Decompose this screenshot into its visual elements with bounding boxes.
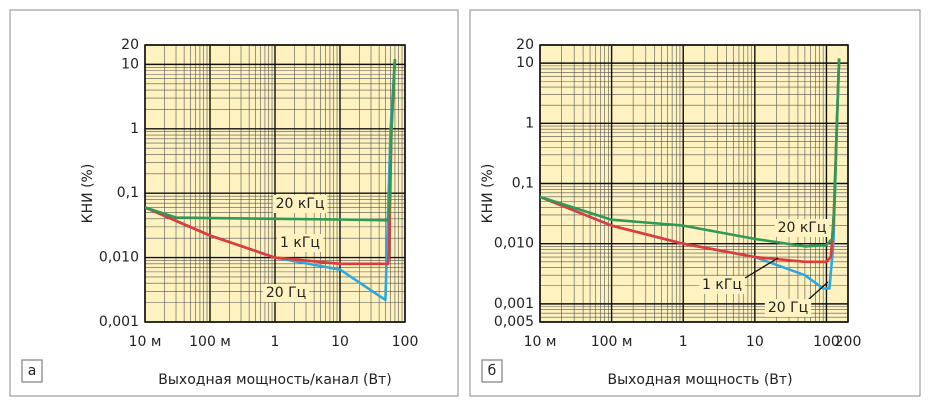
annotation-arrow	[744, 257, 779, 279]
x-tick-label: 200	[835, 334, 862, 350]
x-tick-label: 10	[746, 334, 764, 350]
panel-frame	[469, 9, 921, 397]
annotation-bg	[277, 234, 323, 252]
panel-frame	[9, 9, 459, 397]
annotation-bg	[764, 299, 812, 317]
annotation: 1 кГц	[702, 277, 742, 293]
y-tick-label: 10	[516, 55, 534, 71]
annotation: 20 кГц	[778, 220, 827, 236]
x-tick-label: 10 м	[524, 334, 557, 350]
x-tick-label: 100	[813, 334, 840, 350]
panel-label: б	[488, 363, 497, 379]
y-tick-label: 0,001	[494, 296, 534, 312]
y-tick-label: 1	[525, 115, 534, 131]
annotation-arrow	[807, 281, 829, 301]
annotation: 20 Гц	[768, 300, 808, 316]
annotation: 1 кГц	[280, 235, 320, 251]
annotation-bg	[774, 219, 830, 237]
x-tick-label: 1	[271, 334, 280, 350]
x-tick-label: 1	[679, 334, 688, 350]
annotation-bg	[272, 195, 328, 213]
panel-label-box	[481, 359, 503, 383]
series-line	[540, 58, 841, 248]
y-axis-label: КНИ (%)	[80, 164, 96, 224]
plot-border	[144, 44, 406, 323]
y-tick-label: 1	[130, 121, 139, 137]
series-line	[145, 59, 397, 222]
y-tick-label: 20	[121, 37, 139, 53]
y-tick-label: 0,1	[117, 185, 139, 201]
x-axis-label: Выходная мощность (Вт)	[607, 372, 792, 388]
panel-label-box	[21, 359, 43, 383]
annotation: 20 Гц	[266, 285, 306, 301]
y-axis-label: КНИ (%)	[480, 164, 496, 224]
y-tick-label: 0,010	[494, 236, 534, 252]
x-tick-label: 10	[331, 334, 349, 350]
y-tick-label: 0,1	[512, 176, 534, 192]
annotation: 20 кГц	[276, 196, 325, 212]
x-tick-label: 100	[392, 334, 419, 350]
panel-label: а	[28, 363, 37, 379]
x-tick-label: 10 м	[129, 334, 162, 350]
annotation-bg	[262, 284, 310, 302]
x-axis-label: Выходная мощность/канал (Вт)	[158, 372, 392, 388]
y-tick-label: 0,005	[494, 314, 534, 330]
x-tick-label: 100 м	[591, 334, 633, 350]
plot-border	[539, 44, 849, 323]
y-tick-label: 0,010	[99, 250, 139, 266]
y-tick-label: 0,001	[99, 314, 139, 330]
x-tick-label: 100 м	[189, 334, 231, 350]
y-tick-label: 10	[121, 56, 139, 72]
annotation-bg	[699, 276, 745, 294]
y-tick-label: 20	[516, 37, 534, 53]
